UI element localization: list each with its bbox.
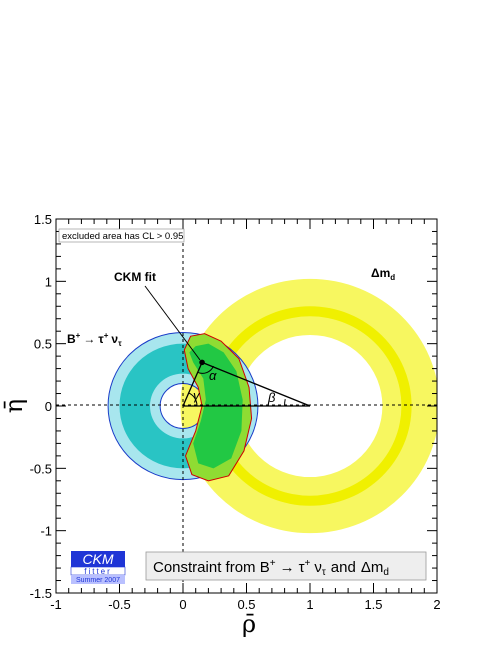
x-tick-label: -1 bbox=[50, 597, 62, 612]
fit-label: CKM fit bbox=[114, 270, 156, 284]
y-tick-label: -1.5 bbox=[30, 586, 52, 601]
triangle-side-left bbox=[182, 362, 203, 407]
y-tick-label: 1.5 bbox=[34, 212, 52, 227]
excluded-note: excluded area has CL > 0.95 bbox=[62, 231, 183, 242]
svg-text:fitter: fitter bbox=[84, 567, 112, 576]
title-box bbox=[145, 551, 427, 581]
dmd-label: Δmd bbox=[371, 266, 395, 282]
unitarity-triangle bbox=[182, 359, 311, 407]
triangle-side-right bbox=[201, 361, 311, 407]
x-tick-label: -0.5 bbox=[108, 597, 130, 612]
x-axis-title: ρ̄ bbox=[242, 610, 256, 638]
gamma-arc bbox=[188, 392, 198, 407]
y-axis-title: η̄ bbox=[0, 399, 28, 413]
y-tick-label: 0 bbox=[45, 399, 52, 414]
y-tick-label: 1 bbox=[45, 274, 52, 289]
svg-text:CKM: CKM bbox=[82, 551, 113, 567]
x-tick-label: 2 bbox=[433, 597, 440, 612]
ckmfitter-logo: CKM fitter Summer 2007 bbox=[70, 551, 126, 584]
x-tick-label: 1.5 bbox=[364, 597, 382, 612]
fit-point-marker bbox=[199, 359, 205, 366]
y-tick-labels: -1.5 -1 -0.5 0 0.5 1 1.5 bbox=[30, 212, 52, 601]
y-tick-label: -0.5 bbox=[30, 461, 52, 476]
x-tick-label: 0.5 bbox=[237, 597, 255, 612]
beta-label: β bbox=[267, 390, 276, 405]
y-tick-label: -1 bbox=[40, 524, 52, 539]
chart-title: Constraint from B+ → τ+ ντ and Δmd bbox=[153, 558, 389, 578]
alpha-arc bbox=[197, 365, 214, 374]
btau-label: B+ → τ+ ντ bbox=[67, 331, 122, 348]
y-tick-label: 0.5 bbox=[34, 337, 52, 352]
x-tick-label: 0 bbox=[179, 597, 186, 612]
excluded-note-box bbox=[58, 228, 185, 243]
x-tick-label: 1 bbox=[306, 597, 313, 612]
beta-arc bbox=[284, 399, 286, 407]
gamma-label: γ bbox=[193, 388, 201, 403]
alpha-label: α bbox=[209, 368, 217, 383]
svg-text:Summer 2007: Summer 2007 bbox=[76, 577, 120, 584]
x-tick-labels: -1 -0.5 0 0.5 1 1.5 2 bbox=[50, 597, 440, 612]
axis-ticks bbox=[55, 218, 438, 594]
constraint-bands bbox=[107, 278, 437, 534]
fit-pointer bbox=[144, 285, 201, 361]
